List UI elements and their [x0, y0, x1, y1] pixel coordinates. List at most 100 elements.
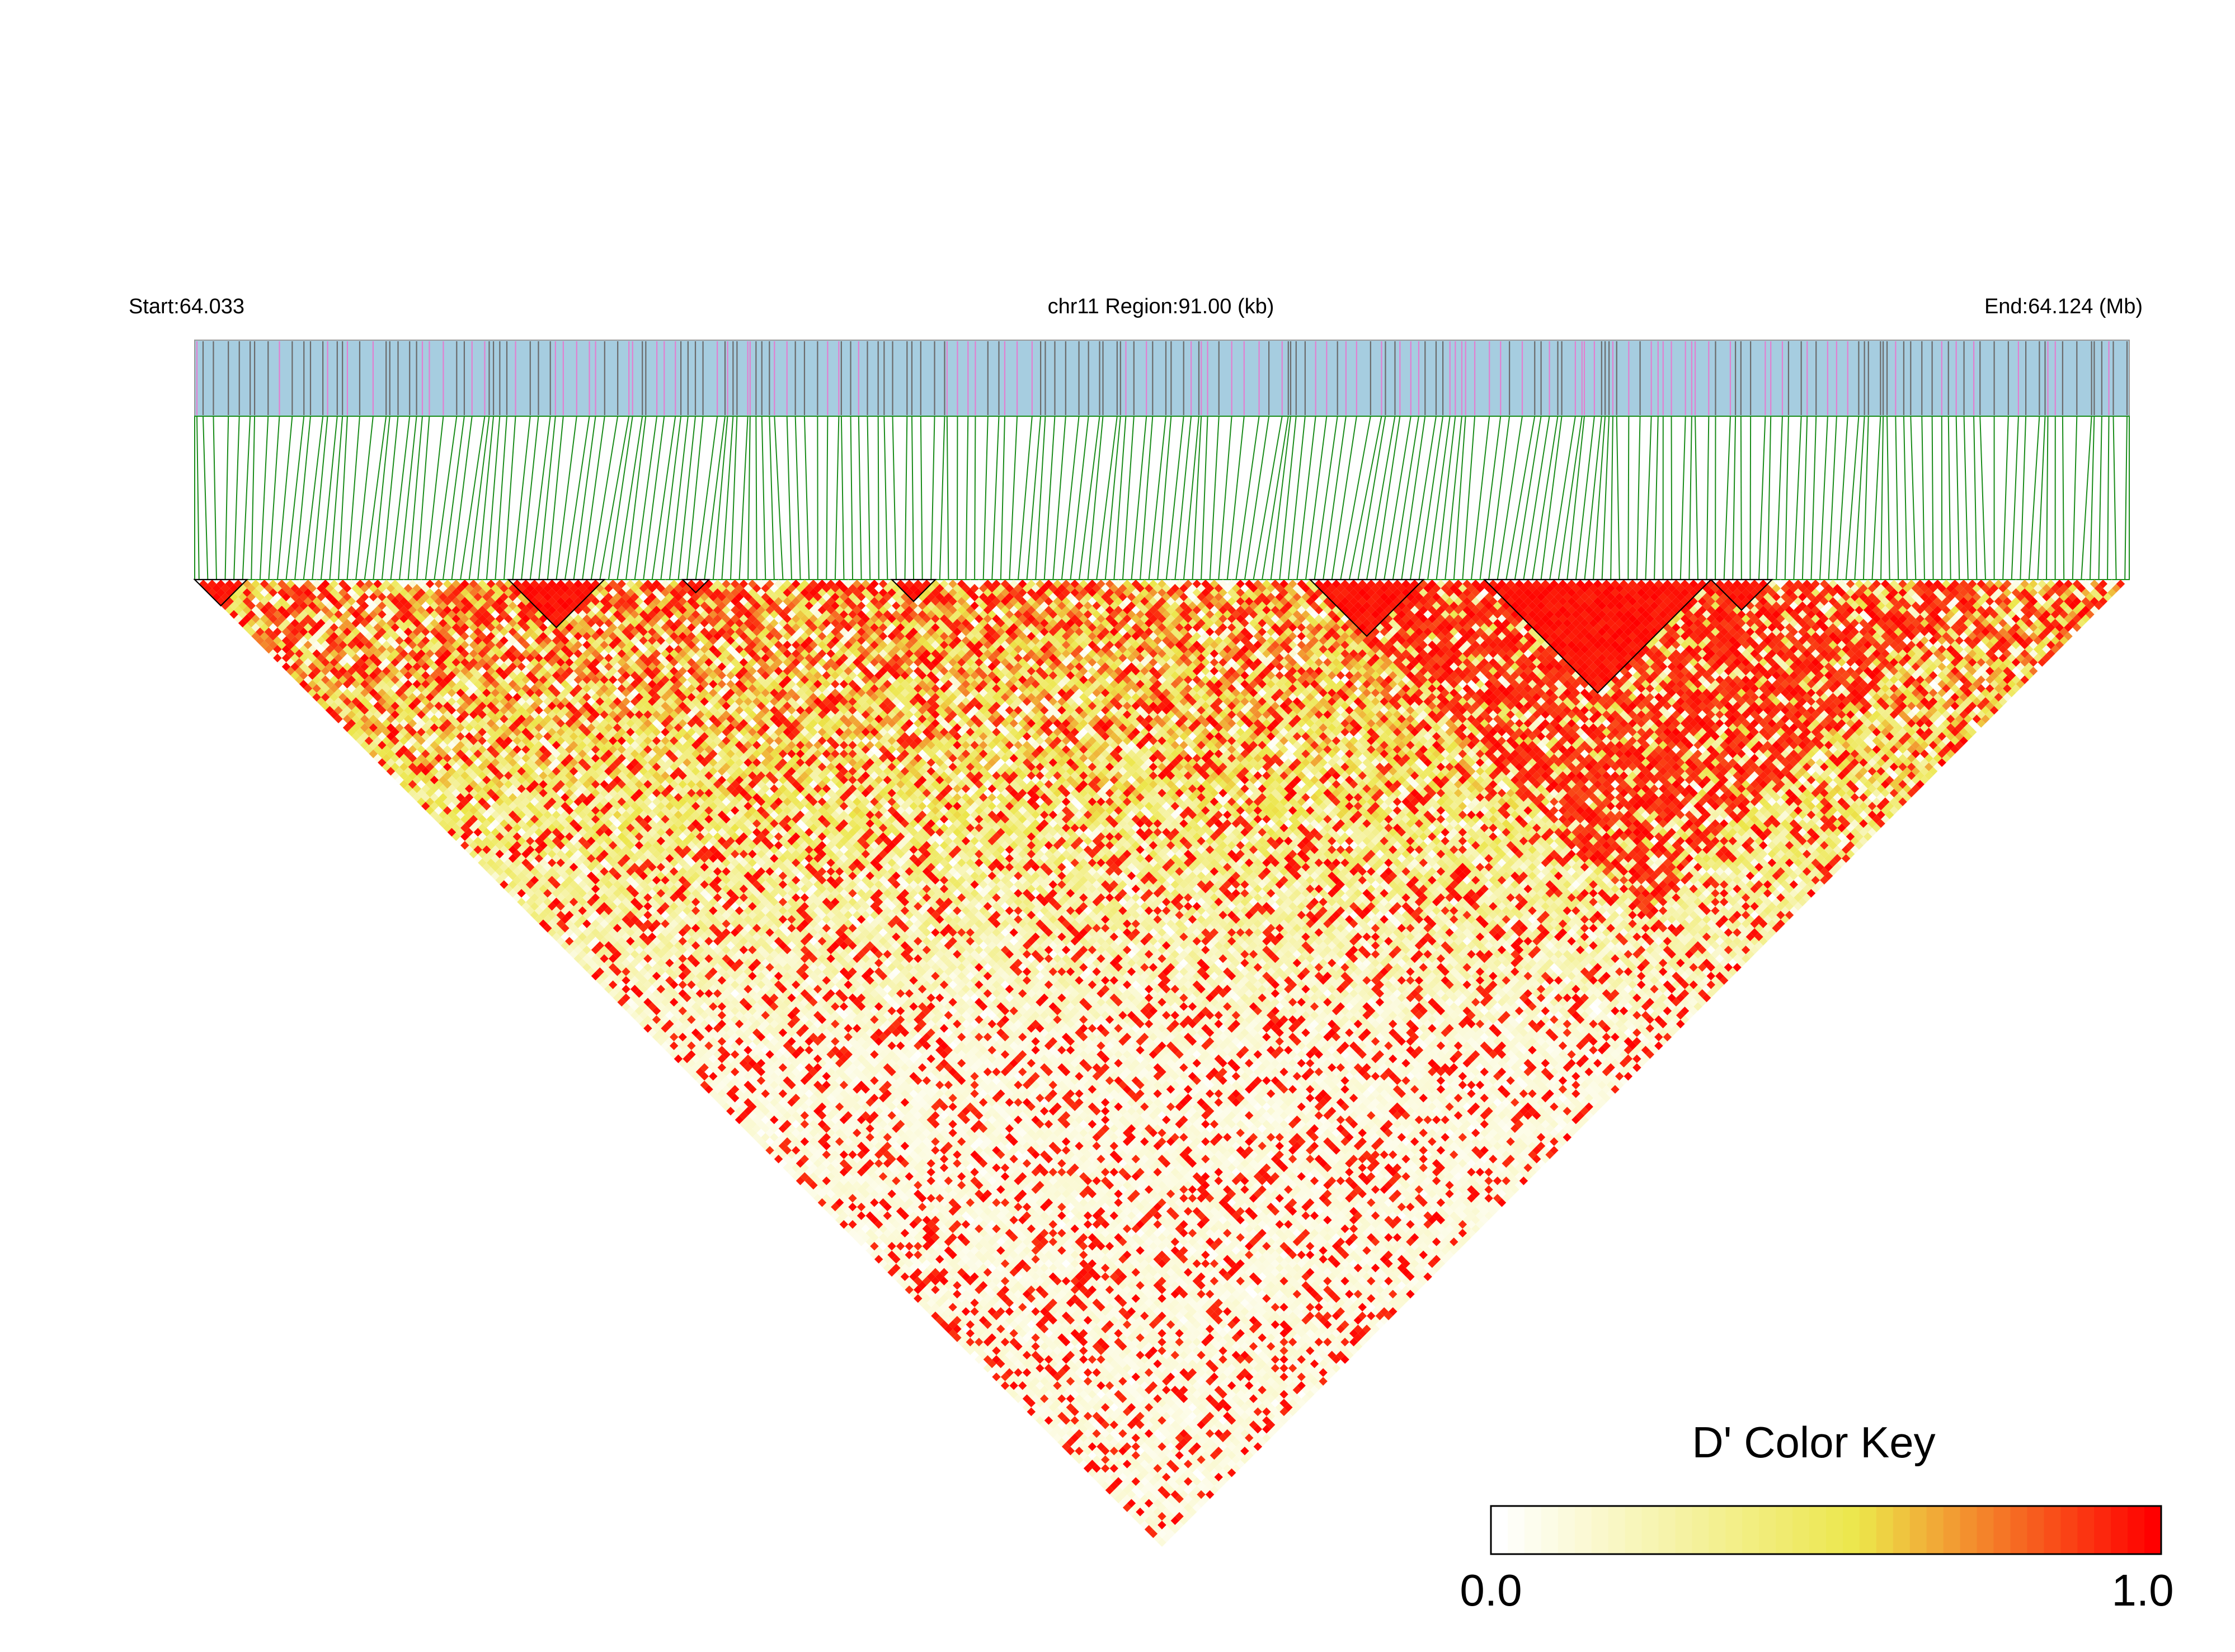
ld-cell — [1075, 1446, 1084, 1456]
ld-cell — [317, 697, 326, 706]
snp-connector — [1218, 416, 1232, 580]
ld-cell — [1088, 1460, 1097, 1469]
ld-cell — [1083, 1455, 1093, 1465]
ld-cell — [752, 1124, 761, 1133]
snp-connector — [826, 416, 829, 580]
snp-connector — [1903, 416, 1908, 580]
snp-connector — [1616, 416, 1620, 580]
ld-cell — [317, 680, 326, 689]
snp-connector — [1035, 416, 1046, 580]
snp-connector — [556, 416, 577, 580]
snp-connector — [1793, 416, 1802, 580]
snp-connector — [312, 416, 328, 580]
snp-connector — [1418, 416, 1444, 580]
snp-connector — [1784, 416, 1789, 580]
snp-connector — [1645, 416, 1652, 580]
ld-cell — [966, 1346, 975, 1356]
ld-cell — [286, 666, 295, 676]
snp-connector — [1340, 416, 1371, 580]
ld-cell — [469, 849, 478, 859]
ld-cell — [238, 601, 247, 610]
snp-connector — [425, 416, 444, 580]
ld-cell — [887, 1259, 896, 1268]
ld-cell — [1048, 1420, 1058, 1429]
snp-connector — [1973, 416, 1978, 580]
snp-connector — [1921, 416, 1925, 580]
snp-connector — [1323, 416, 1347, 580]
snp-connector — [1375, 416, 1401, 580]
ld-cell — [295, 666, 304, 676]
snp-connector — [1209, 416, 1220, 580]
ld-cell — [744, 1115, 752, 1124]
snp-connector — [486, 416, 501, 580]
snp-connector — [1575, 416, 1595, 580]
ld-cell — [966, 1338, 975, 1347]
ld-cell — [678, 1058, 688, 1068]
ld-cell — [364, 745, 374, 754]
snp-connector — [1758, 416, 1766, 580]
snp-connector — [2072, 416, 2078, 580]
ld-cell — [1005, 1385, 1014, 1395]
snp-connector — [1584, 416, 1602, 580]
snp-connector — [381, 416, 399, 580]
ld-cell — [382, 754, 391, 763]
snp-connector — [1880, 416, 1884, 580]
ld-cell — [395, 766, 404, 776]
ld-cell — [957, 1329, 966, 1338]
ld-cell — [948, 1320, 957, 1329]
ld-cell — [1109, 1481, 1119, 1490]
ld-cell — [944, 1324, 953, 1334]
snp-connector — [224, 416, 229, 580]
snp-connector — [1593, 416, 1606, 580]
snp-connector — [1688, 416, 1692, 580]
ld-cell — [434, 806, 443, 815]
snp-connector — [1479, 416, 1502, 580]
ld-cell — [1048, 1429, 1058, 1438]
snp-connector — [643, 416, 665, 580]
ld-cell — [364, 736, 374, 745]
ld-cell — [421, 802, 430, 811]
ld-cell — [774, 1155, 783, 1164]
snp-connector — [794, 416, 801, 580]
ld-cell — [744, 1124, 752, 1133]
ld-cell — [992, 1372, 1001, 1382]
ld-cell — [865, 1237, 874, 1246]
snp-connector — [1009, 416, 1018, 580]
snp-connector — [1070, 416, 1089, 580]
snp-connector — [1384, 416, 1411, 580]
ld-cell — [308, 688, 317, 698]
ld-cell — [804, 1176, 813, 1185]
snp-connector — [1837, 416, 1848, 580]
ld-cell — [1100, 1472, 1110, 1482]
ld-cell — [269, 649, 277, 658]
snp-connector — [1767, 416, 1772, 580]
ld-cell — [338, 710, 347, 719]
ld-cell — [878, 1259, 888, 1268]
ld-cell — [931, 1302, 940, 1312]
ld-cell — [534, 915, 544, 924]
snp-connector — [1540, 416, 1563, 580]
ld-cell — [552, 924, 561, 933]
ld-cell — [330, 693, 339, 702]
ld-cell — [1140, 1512, 1149, 1521]
ld-cell — [1070, 1442, 1080, 1451]
snp-connector — [1401, 416, 1426, 580]
ld-cell — [870, 1250, 879, 1259]
snp-connector — [1348, 416, 1382, 580]
snp-connector — [213, 416, 217, 580]
region-end-label: End:64.124 (Mb) — [1984, 295, 2143, 318]
snp-connector — [911, 416, 915, 580]
ld-cell — [957, 1338, 966, 1347]
snp-connector — [1192, 416, 1202, 580]
snp-connector — [1296, 416, 1316, 580]
ld-cell — [939, 1311, 949, 1321]
snp-connector — [468, 416, 490, 580]
snp-connector — [1931, 416, 1934, 580]
snp-connector — [1723, 416, 1731, 580]
snp-connector — [1910, 416, 1917, 580]
snp-connector — [883, 416, 888, 580]
ld-cell — [369, 741, 378, 750]
ld-cell — [787, 1159, 796, 1168]
ld-cell — [1018, 1390, 1027, 1399]
snp-connector — [1819, 416, 1828, 580]
